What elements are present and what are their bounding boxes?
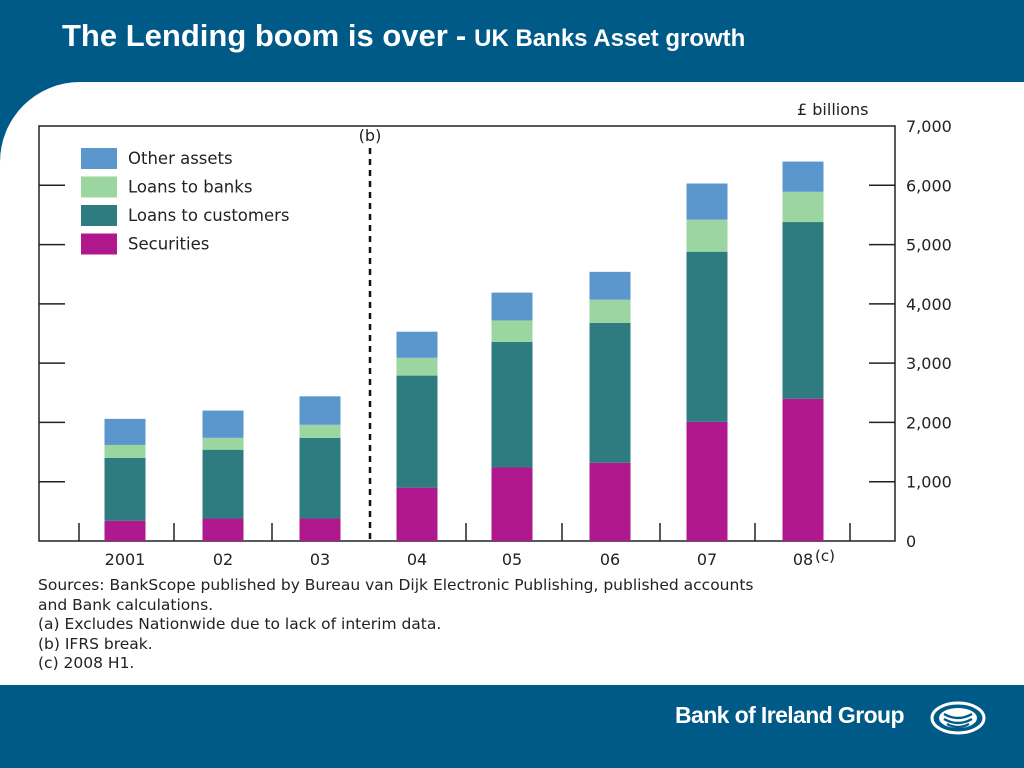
y-axis-unit-label: £ billions bbox=[797, 100, 868, 119]
legend-label: Other assets bbox=[128, 149, 233, 168]
slide-title: The Lending boom is over - UK Banks Asset … bbox=[62, 18, 745, 54]
x-tick-label-suffix: (c) bbox=[815, 547, 835, 565]
y-tick-label: 4,000 bbox=[906, 295, 952, 314]
bank-of-ireland-logo-icon bbox=[930, 701, 986, 735]
bar-segment-securities bbox=[202, 518, 244, 541]
note-line: (c) 2008 H1. bbox=[38, 654, 135, 672]
bar-segment-other-assets bbox=[686, 183, 728, 220]
bar-segment-loans-to-customers bbox=[104, 458, 146, 521]
slide-footer-band bbox=[0, 685, 1024, 768]
bar-segment-other-assets bbox=[104, 418, 146, 445]
bar-segment-securities bbox=[104, 520, 146, 541]
chart-notes: Sources: BankScope published by Bureau v… bbox=[38, 576, 998, 674]
legend-label: Loans to customers bbox=[128, 206, 290, 225]
bar-segment-loans-to-customers bbox=[589, 322, 631, 463]
legend-swatch bbox=[81, 176, 117, 198]
legend-label: Loans to banks bbox=[128, 178, 252, 197]
bar-segment-securities bbox=[686, 421, 728, 541]
bar-segment-other-assets bbox=[782, 161, 824, 192]
x-tick-label: 05 bbox=[502, 550, 522, 569]
legend-label: Securities bbox=[128, 235, 209, 254]
bar-segment-loans-to-banks bbox=[491, 320, 533, 342]
bar-segment-loans-to-banks bbox=[589, 299, 631, 323]
x-tick-label: 03 bbox=[310, 550, 330, 569]
bar-segment-securities bbox=[782, 398, 824, 541]
note-line: (b) IFRS break. bbox=[38, 634, 153, 653]
y-tick-label: 7,000 bbox=[906, 117, 952, 136]
y-tick-label: 0 bbox=[906, 532, 916, 551]
bar-segment-other-assets bbox=[202, 410, 244, 438]
x-tick-label: 07 bbox=[697, 550, 717, 569]
bar-segment-loans-to-customers bbox=[202, 449, 244, 519]
bar-segment-other-assets bbox=[491, 292, 533, 321]
note-line: and Bank calculations. bbox=[38, 595, 214, 614]
note-line: Sources: BankScope published by Bureau v… bbox=[38, 576, 754, 594]
bar-segment-other-assets bbox=[299, 396, 341, 425]
y-tick-label: 3,000 bbox=[906, 354, 952, 373]
legend-swatch bbox=[81, 233, 117, 255]
x-tick-label: 04 bbox=[407, 550, 427, 569]
y-tick-label: 1,000 bbox=[906, 473, 952, 492]
bar-segment-loans-to-customers bbox=[686, 251, 728, 422]
bar-segment-securities bbox=[396, 487, 438, 541]
ifrs-break-label: (b) bbox=[359, 126, 382, 145]
legend-swatch bbox=[81, 205, 117, 226]
legend-swatch bbox=[81, 148, 117, 169]
bar-segment-loans-to-customers bbox=[396, 375, 438, 488]
x-tick-label: 06 bbox=[600, 550, 620, 569]
note-line: (a) Excludes Nationwide due to lack of i… bbox=[38, 615, 442, 633]
bar-segment-other-assets bbox=[589, 271, 631, 300]
y-tick-label: 6,000 bbox=[906, 176, 952, 195]
bar-segment-securities bbox=[589, 462, 631, 541]
bar-segment-loans-to-customers bbox=[491, 341, 533, 468]
x-tick-label: 08 bbox=[793, 550, 813, 569]
y-tick-label: 5,000 bbox=[906, 236, 952, 255]
x-tick-label: 02 bbox=[213, 550, 233, 569]
plot-frame bbox=[38, 125, 896, 542]
bar-segment-securities bbox=[299, 518, 341, 541]
bar-segment-loans-to-banks bbox=[299, 424, 341, 438]
bar-segment-loans-to-banks bbox=[782, 191, 824, 223]
slide-title-main: The Lending boom is over bbox=[62, 18, 448, 53]
bar-segment-securities bbox=[491, 467, 533, 541]
bar-segment-loans-to-customers bbox=[299, 437, 341, 519]
bar-segment-loans-to-banks bbox=[202, 437, 244, 450]
slide-title-separator: - bbox=[455, 18, 467, 53]
brand-name: Bank of Ireland Group bbox=[675, 702, 905, 728]
bar-segment-loans-to-banks bbox=[396, 357, 438, 376]
y-tick-label: 2,000 bbox=[906, 413, 952, 432]
bar-segment-loans-to-banks bbox=[686, 219, 728, 252]
bar-segment-loans-to-banks bbox=[104, 444, 146, 458]
bar-segment-loans-to-customers bbox=[782, 222, 824, 399]
bar-segment-other-assets bbox=[396, 331, 438, 358]
slide-subtitle: UK Banks Asset growth bbox=[474, 25, 746, 52]
x-tick-label: 2001 bbox=[105, 550, 146, 569]
asset-growth-chart: 2001 02 03 04 05 06 07 08 (c) 0 1,000 2,000 3,000 4,0… bbox=[38, 100, 952, 569]
